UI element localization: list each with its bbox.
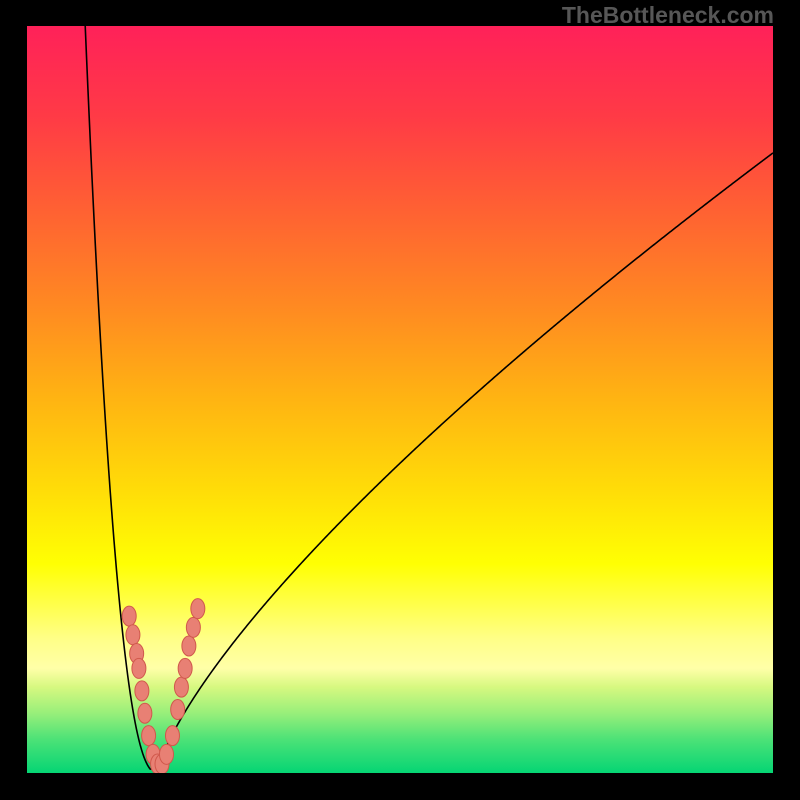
data-marker [122,606,136,626]
watermark-text: TheBottleneck.com [562,2,774,29]
data-marker [165,726,179,746]
data-marker [135,681,149,701]
data-marker [138,703,152,723]
bottleneck-chart [27,26,773,773]
data-marker [182,636,196,656]
data-marker [186,617,200,637]
data-marker [191,599,205,619]
data-marker [174,677,188,697]
data-marker [126,625,140,645]
data-marker [178,658,192,678]
data-marker [142,726,156,746]
data-marker [132,658,146,678]
data-marker [171,700,185,720]
data-marker [160,744,174,764]
